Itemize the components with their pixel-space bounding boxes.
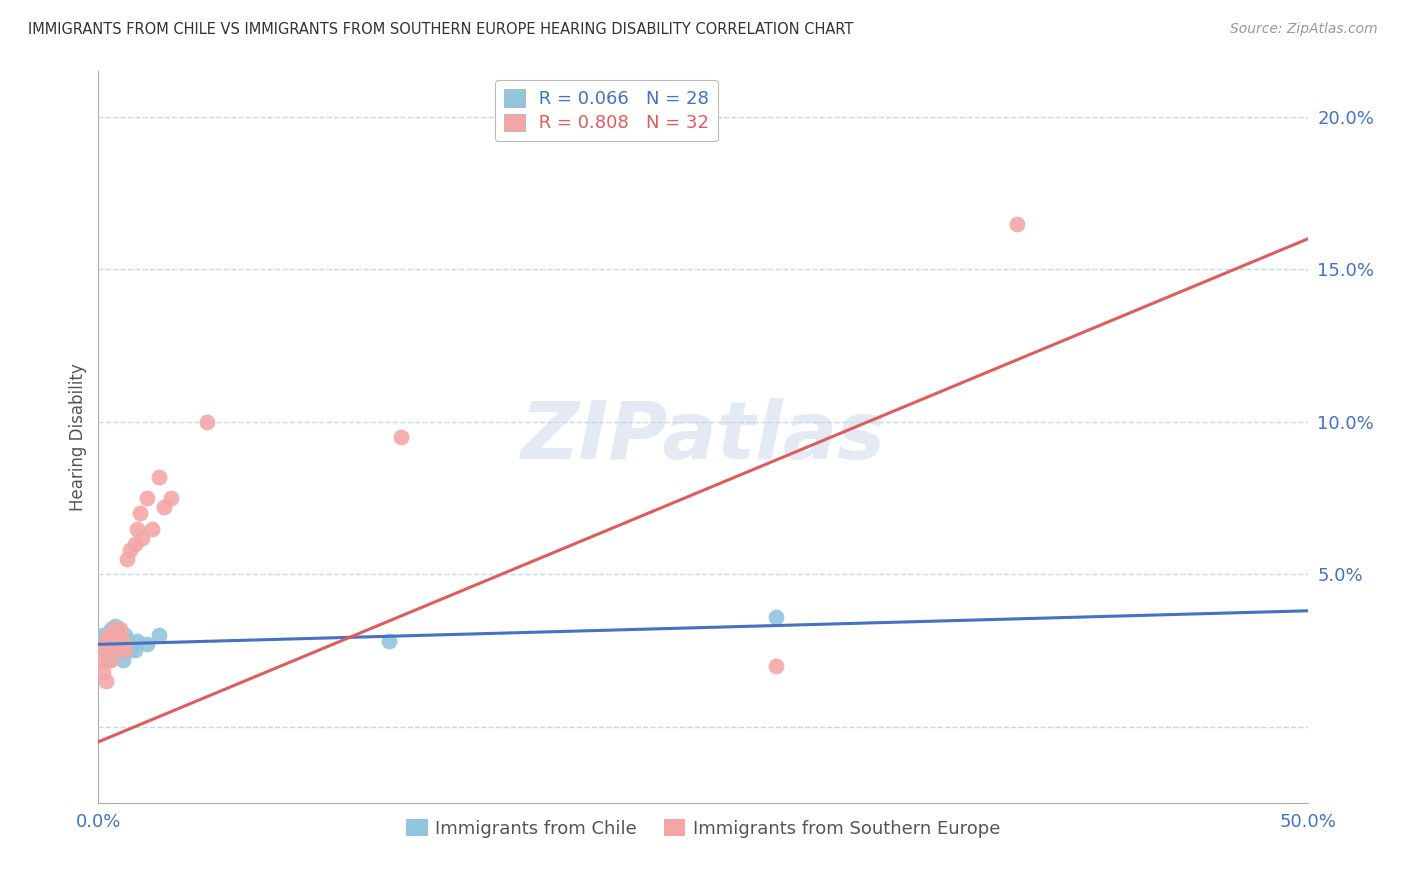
Point	[101, 643, 124, 657]
Point	[100, 637, 122, 651]
Point	[377, 634, 399, 648]
Point	[101, 637, 124, 651]
Point	[118, 542, 141, 557]
Point	[104, 634, 127, 648]
Point	[91, 628, 114, 642]
Point	[765, 610, 787, 624]
Point	[111, 637, 134, 651]
Point	[101, 628, 124, 642]
Point	[765, 658, 787, 673]
Point	[111, 634, 134, 648]
Point	[118, 643, 141, 657]
Point	[135, 637, 157, 651]
Point	[128, 506, 150, 520]
Point	[100, 634, 122, 648]
Text: Source: ZipAtlas.com: Source: ZipAtlas.com	[1230, 22, 1378, 37]
Point	[124, 537, 146, 551]
Point	[152, 500, 174, 515]
Point	[101, 643, 124, 657]
Point	[389, 430, 412, 444]
Point	[141, 521, 163, 535]
Point	[135, 491, 157, 505]
Point	[131, 531, 153, 545]
Point	[148, 628, 170, 642]
Point	[108, 643, 131, 657]
Point	[94, 634, 117, 648]
Point	[127, 521, 149, 535]
Point	[94, 673, 117, 688]
Point	[117, 634, 139, 648]
Point	[111, 652, 134, 666]
Point	[100, 640, 122, 655]
Point	[127, 634, 149, 648]
Point	[94, 628, 117, 642]
Point	[97, 643, 120, 657]
Point	[114, 643, 136, 657]
Point	[148, 469, 170, 483]
Y-axis label: Hearing Disability: Hearing Disability	[69, 363, 87, 511]
Point	[195, 415, 218, 429]
Point	[160, 491, 183, 505]
Point	[94, 643, 117, 657]
Point	[97, 634, 120, 648]
Point	[91, 665, 114, 679]
Point	[104, 634, 127, 648]
Point	[117, 552, 139, 566]
Text: IMMIGRANTS FROM CHILE VS IMMIGRANTS FROM SOUTHERN EUROPE HEARING DISABILITY CORR: IMMIGRANTS FROM CHILE VS IMMIGRANTS FROM…	[28, 22, 853, 37]
Point	[91, 652, 114, 666]
Point	[90, 643, 112, 657]
Point	[100, 622, 122, 636]
Point	[94, 637, 117, 651]
Point	[108, 622, 131, 636]
Point	[107, 628, 129, 642]
Point	[124, 643, 146, 657]
Point	[114, 628, 136, 642]
Point	[104, 619, 127, 633]
Point	[91, 643, 114, 657]
Point	[100, 652, 122, 666]
Point	[107, 628, 129, 642]
Point	[97, 628, 120, 642]
Point	[104, 622, 127, 636]
Text: ZIPatlas: ZIPatlas	[520, 398, 886, 476]
Point	[97, 652, 120, 666]
Legend: Immigrants from Chile, Immigrants from Southern Europe: Immigrants from Chile, Immigrants from S…	[399, 812, 1007, 845]
Point	[1007, 217, 1029, 231]
Point	[90, 634, 112, 648]
